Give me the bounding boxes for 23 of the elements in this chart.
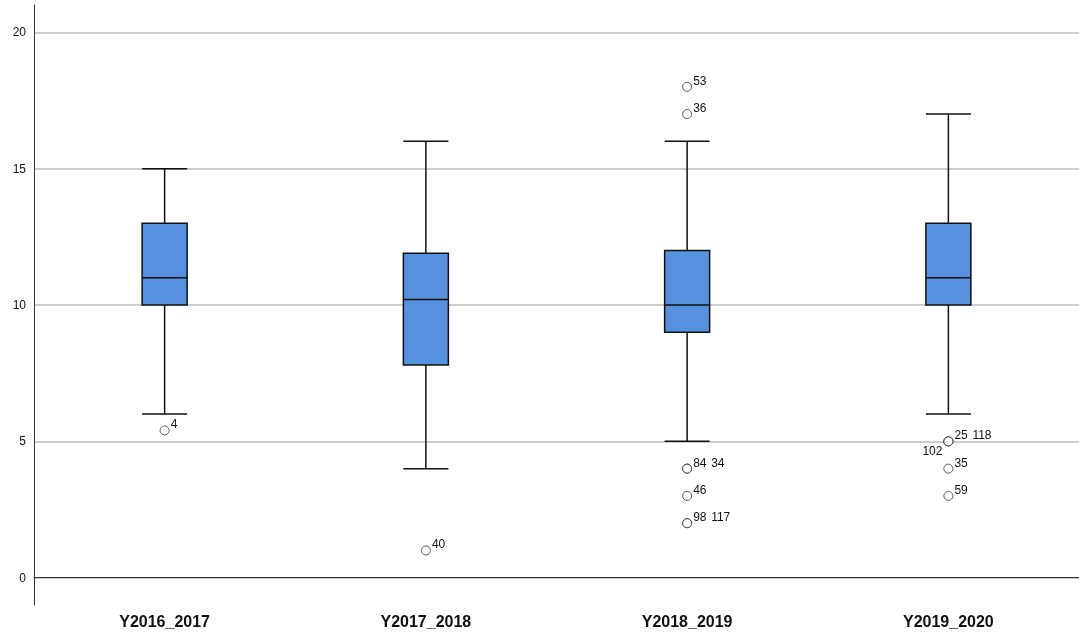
x-tick-label: Y2016_2017 xyxy=(119,612,211,630)
annotation: 98 xyxy=(693,510,707,525)
annotation: 102 xyxy=(922,444,943,459)
annotation: 59 xyxy=(954,482,969,497)
annotation: 53 xyxy=(693,73,707,88)
y-tick-label: 5 xyxy=(19,434,27,449)
annotation: 84 xyxy=(693,455,707,470)
annotation: 117 xyxy=(711,510,731,525)
annotation: 25 xyxy=(954,428,969,443)
annotation: 35 xyxy=(954,455,969,470)
annotation: 40 xyxy=(431,537,446,552)
annotation: 36 xyxy=(693,101,707,116)
y-tick-label: 0 xyxy=(19,570,27,585)
annotation: 46 xyxy=(693,482,707,497)
annotation: 4 xyxy=(170,417,178,432)
x-tick-label: Y2017_2018 xyxy=(380,612,472,630)
y-tick-label: 10 xyxy=(12,298,27,312)
x-tick-label: Y2019_2020 xyxy=(902,612,994,630)
annotation: 118 xyxy=(972,428,992,443)
y-tick-label: 15 xyxy=(12,161,27,176)
annotation: 34 xyxy=(711,455,725,470)
y-tick-label: 20 xyxy=(12,25,27,40)
x-tick-label: Y2018_2019 xyxy=(641,612,733,630)
